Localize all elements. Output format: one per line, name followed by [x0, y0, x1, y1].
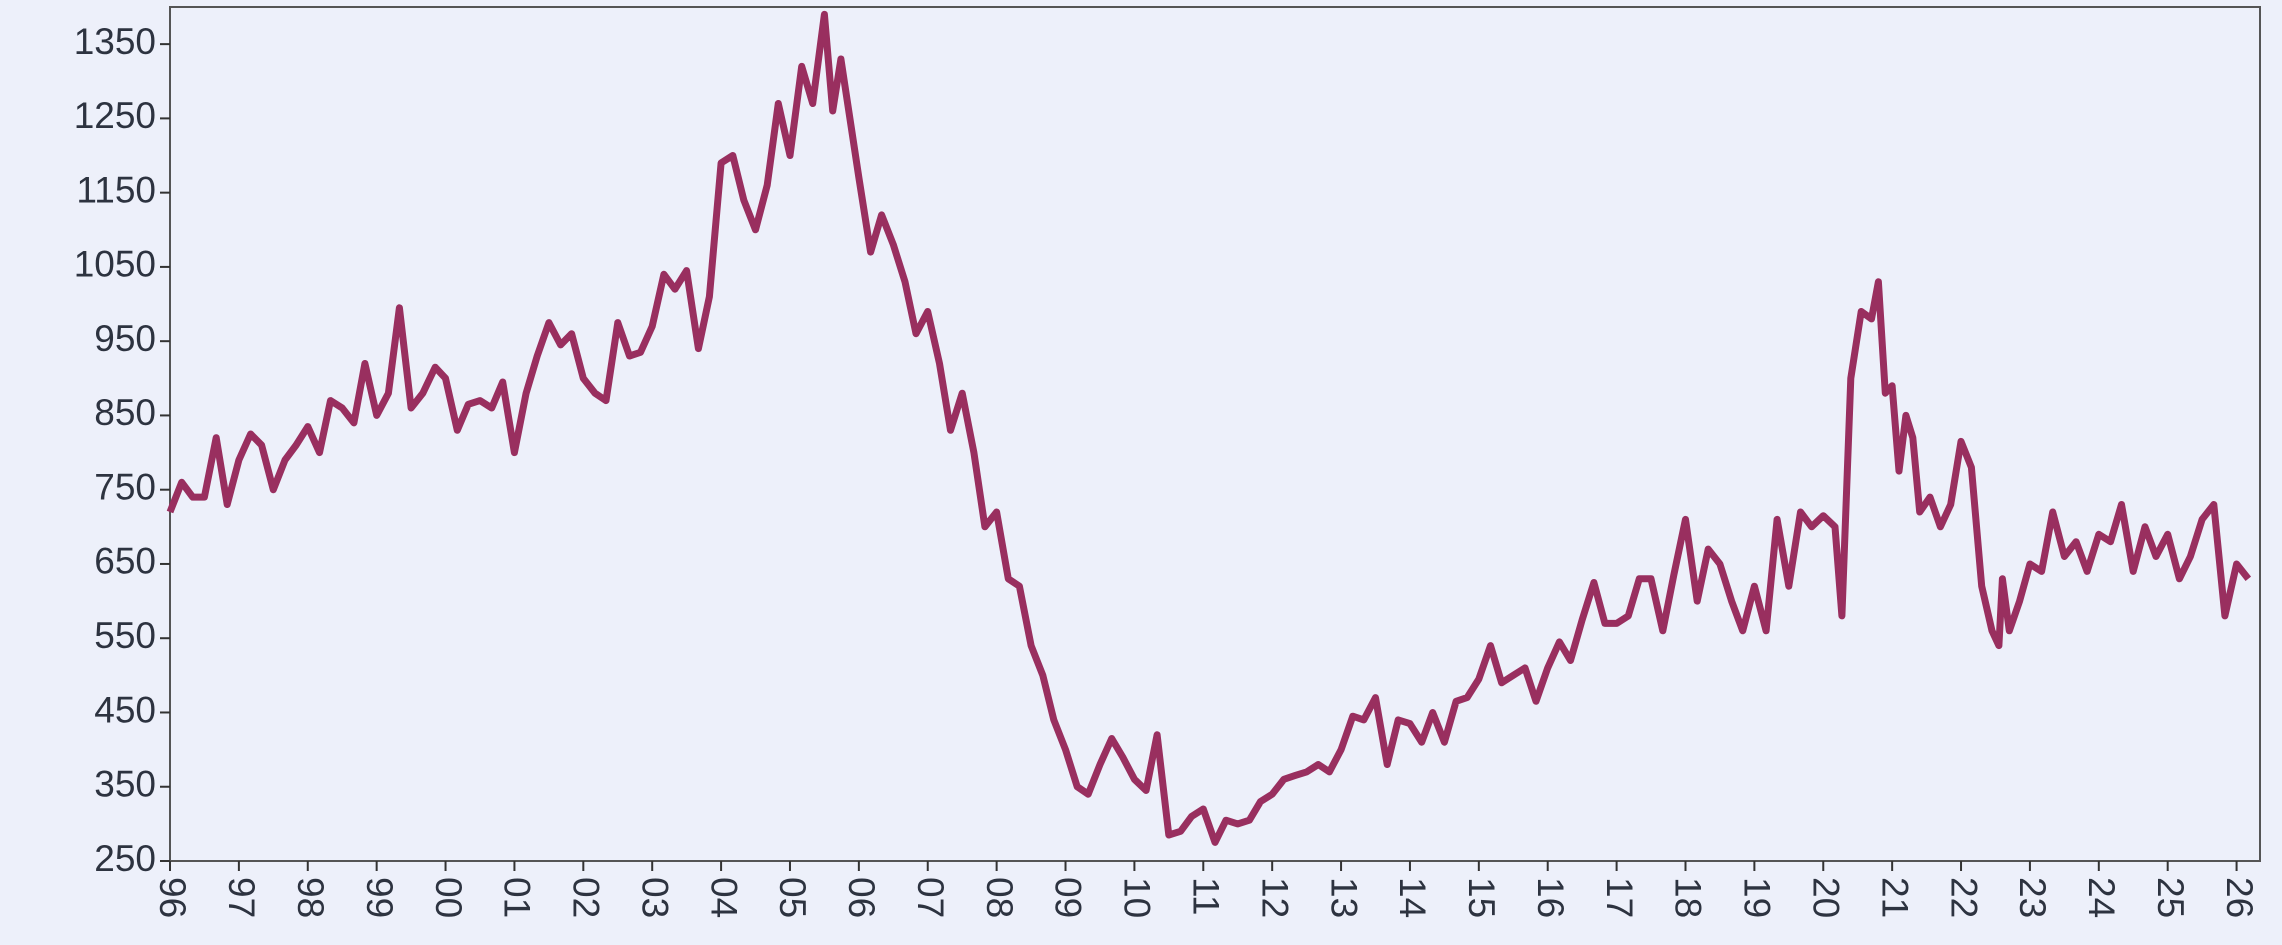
- x-tick-label: 99: [359, 877, 400, 918]
- x-tick-label: 98: [290, 877, 331, 918]
- x-tick-label: 21: [1874, 877, 1915, 918]
- x-tick-label: 03: [634, 877, 675, 918]
- x-tick-label: 10: [1117, 877, 1158, 918]
- y-tick-label: 750: [94, 466, 156, 507]
- plot-frame: [169, 6, 2261, 862]
- y-tick-label: 650: [94, 541, 156, 582]
- x-tick-label: 11: [1186, 877, 1227, 915]
- x-tick-label: 07: [910, 877, 951, 918]
- x-tick-label: 00: [428, 877, 469, 918]
- x-tick-label: 17: [1599, 877, 1640, 918]
- x-tick-label: 08: [979, 877, 1020, 918]
- x-tick-label: 18: [1668, 877, 1709, 918]
- x-tick-label: 01: [497, 877, 538, 918]
- x-tick-label: 13: [1323, 877, 1364, 918]
- y-tick-label: 1150: [76, 169, 156, 210]
- y-tick-label: 1050: [74, 244, 156, 285]
- x-tick-label: 97: [221, 877, 262, 918]
- y-tick-label: 250: [94, 838, 156, 879]
- x-tick-label: 09: [1048, 877, 1089, 918]
- x-tick-label: 04: [703, 877, 744, 918]
- x-tick-label: 20: [1805, 877, 1846, 918]
- x-tick-label: 15: [1461, 877, 1502, 918]
- y-tick-label: 450: [94, 689, 156, 730]
- x-tick-label: 19: [1737, 877, 1778, 918]
- x-tick-label: 24: [2081, 877, 2122, 918]
- x-tick-label: 02: [566, 877, 607, 918]
- line: [166, 10, 2252, 846]
- y-tick-label: 850: [94, 392, 156, 433]
- x-tick-label: 96: [152, 877, 193, 918]
- x-tick-label: 05: [772, 877, 813, 918]
- x-tick-label: 25: [2150, 877, 2191, 918]
- x-tick-label: 23: [2012, 877, 2053, 918]
- x-tick-label: 14: [1392, 877, 1433, 918]
- y-tick-label: 1350: [74, 21, 156, 62]
- x-tick-label: 22: [1943, 877, 1984, 918]
- y-tick-label: 950: [94, 318, 156, 359]
- x-tick-label: 12: [1254, 877, 1295, 918]
- y-tick-label: 550: [94, 615, 156, 656]
- y-tick-label: 350: [94, 764, 156, 805]
- x-tick-label: 16: [1530, 877, 1571, 918]
- x-tick-label: 26: [2219, 877, 2260, 918]
- x-tick-label: 06: [841, 877, 882, 918]
- y-tick-label: 1250: [74, 95, 156, 136]
